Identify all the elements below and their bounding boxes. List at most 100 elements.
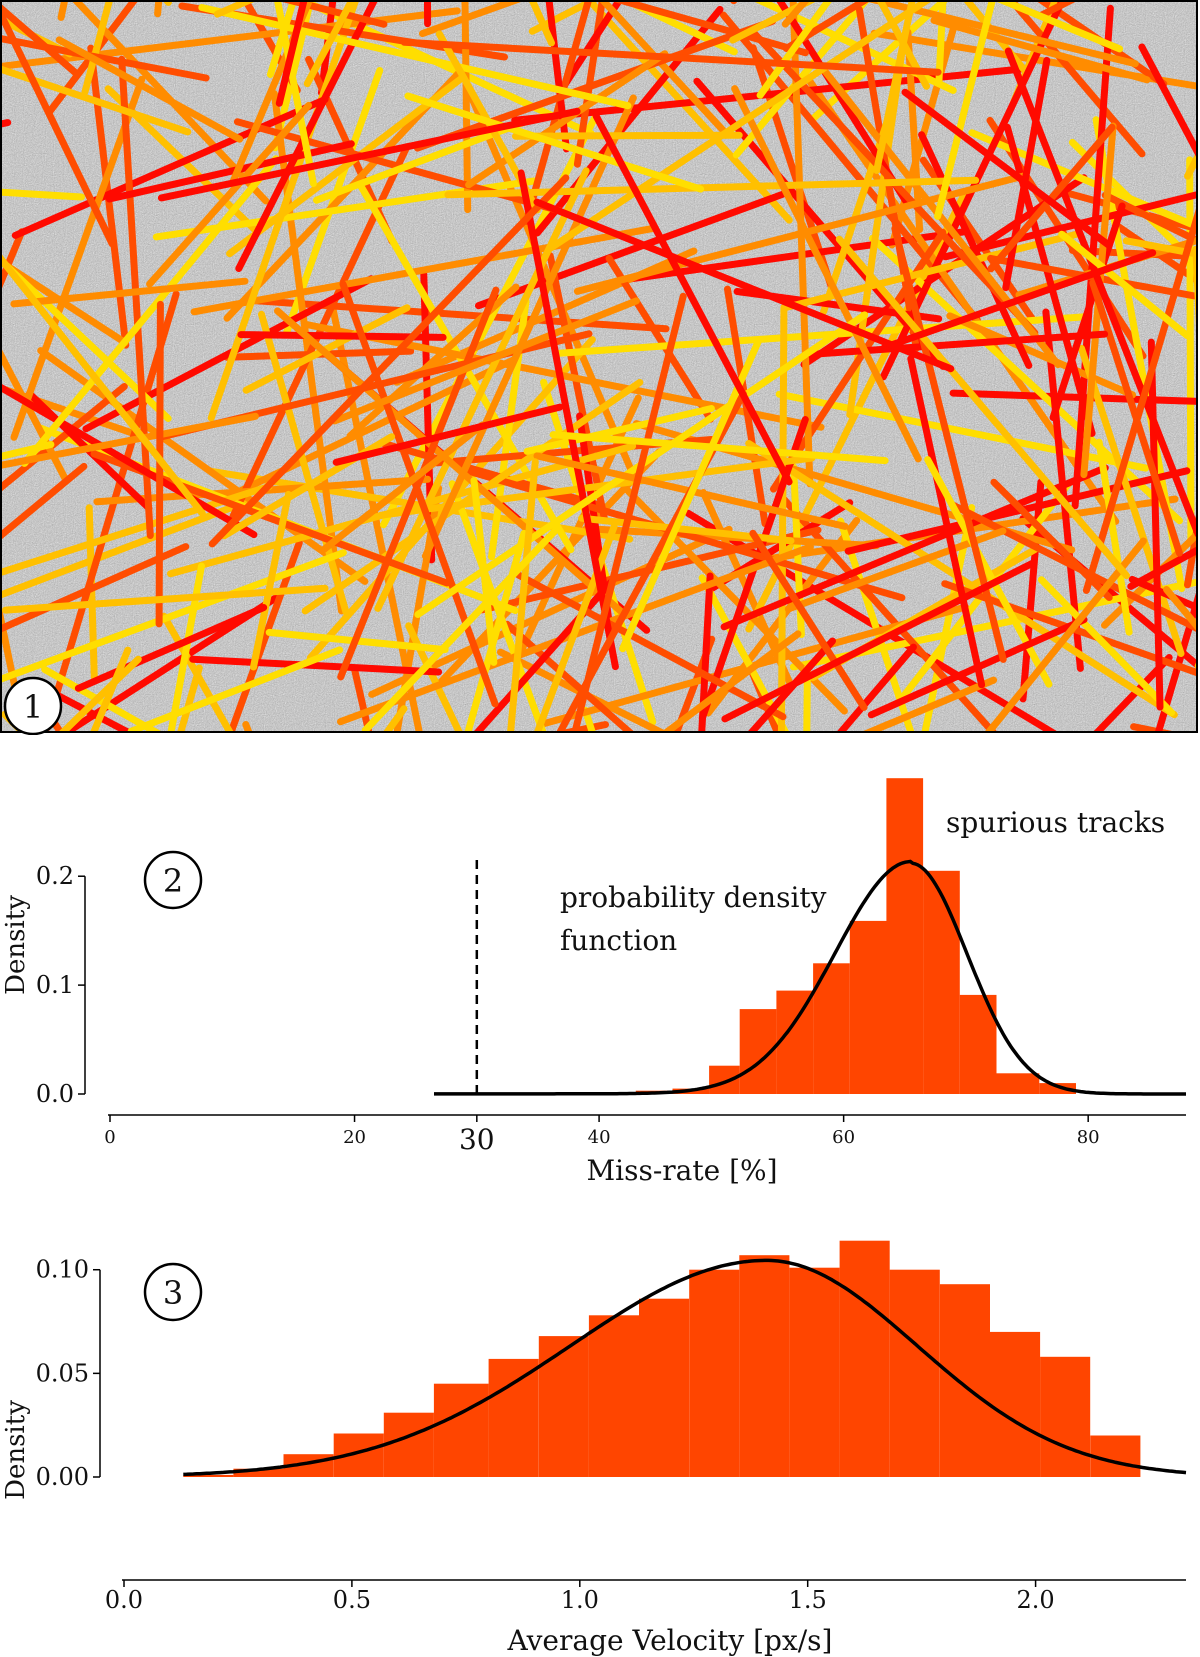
y-axis-label: Density bbox=[1, 895, 31, 995]
track-line bbox=[497, 648, 671, 733]
annotation-pdf: probability density function bbox=[560, 881, 835, 957]
y-tick-label: 0.2 bbox=[36, 862, 74, 890]
track-line bbox=[1127, 545, 1198, 590]
track-line bbox=[242, 304, 411, 394]
histogram-bar bbox=[889, 1269, 940, 1477]
histogram-bar bbox=[538, 1336, 589, 1477]
track-line bbox=[208, 174, 570, 548]
track-line bbox=[0, 252, 206, 517]
histogram-bar bbox=[488, 1358, 539, 1477]
track-line bbox=[1049, 202, 1126, 421]
track-line bbox=[0, 188, 85, 201]
x-tick-label: 0.0 bbox=[105, 1586, 143, 1614]
x-tick-label: 1.0 bbox=[561, 1586, 599, 1614]
track-line bbox=[11, 95, 329, 239]
track-line bbox=[549, 431, 889, 465]
histogram-bar bbox=[383, 1412, 434, 1477]
track-line bbox=[1138, 43, 1198, 161]
track-line bbox=[82, 275, 375, 433]
track-line bbox=[227, 539, 303, 733]
histogram-bar bbox=[886, 778, 924, 1094]
track-line bbox=[274, 0, 388, 28]
histogram-bar bbox=[588, 1315, 639, 1477]
track-line bbox=[873, 0, 916, 174]
track-line bbox=[190, 225, 657, 316]
track-line bbox=[229, 143, 411, 520]
track-line bbox=[313, 118, 528, 204]
annotation-spurious-tracks: spurious tracks bbox=[946, 806, 1165, 839]
track-line bbox=[941, 580, 1198, 677]
track-line bbox=[858, 676, 998, 733]
histogram-bar bbox=[776, 990, 814, 1094]
track-line bbox=[0, 549, 347, 683]
histogram-bar bbox=[689, 1269, 740, 1477]
track-line bbox=[465, 50, 669, 189]
track-line bbox=[835, 643, 917, 733]
track-line bbox=[606, 0, 809, 57]
histogram-bar bbox=[739, 1255, 790, 1477]
histogram-bar bbox=[839, 1240, 890, 1477]
track-line bbox=[377, 454, 816, 519]
track-line bbox=[1004, 47, 1198, 538]
track-line bbox=[444, 176, 980, 199]
track-line bbox=[721, 560, 1036, 723]
track-line bbox=[28, 678, 138, 733]
velocity-histogram: 0.0 0.5 1.0 1.5 2.0 0.00 0.05 0.10 3 Average Ve… bbox=[1, 1240, 1187, 1657]
track-line bbox=[918, 131, 1033, 369]
track-line bbox=[414, 17, 777, 152]
track-line bbox=[805, 76, 1120, 525]
chart-badge-label: 2 bbox=[163, 862, 183, 900]
track-line bbox=[400, 38, 942, 76]
x-tick-label: 60 bbox=[832, 1127, 855, 1148]
track-line bbox=[41, 290, 180, 733]
track-line bbox=[85, 504, 98, 681]
track-line bbox=[617, 0, 738, 56]
track-line bbox=[258, 310, 350, 616]
track-line bbox=[698, 574, 790, 733]
track-line bbox=[0, 2, 81, 78]
track-line bbox=[74, 604, 268, 692]
track-line bbox=[512, 131, 743, 140]
track-line bbox=[1037, 576, 1176, 717]
track-line bbox=[2, 584, 329, 614]
track-line bbox=[844, 467, 1191, 555]
track-line bbox=[421, 94, 637, 560]
track-line bbox=[904, 28, 924, 233]
x-tick-label: 30 bbox=[459, 1123, 495, 1156]
track-line bbox=[59, 594, 280, 733]
track-line bbox=[461, 0, 472, 214]
track-line bbox=[528, 0, 602, 35]
track-line bbox=[992, 0, 1124, 53]
track-line bbox=[321, 421, 486, 553]
track-line bbox=[523, 405, 715, 455]
track-line bbox=[0, 345, 69, 482]
track-line bbox=[21, 155, 280, 467]
y-axis-label: Density bbox=[1, 1400, 31, 1500]
track-line bbox=[332, 403, 564, 466]
pdf-curve bbox=[183, 1258, 1187, 1477]
track-line bbox=[393, 484, 443, 733]
track-line bbox=[1095, 438, 1133, 636]
track-line bbox=[837, 517, 915, 733]
track-line bbox=[507, 458, 539, 733]
track-line bbox=[0, 65, 192, 136]
histogram-bar bbox=[183, 1474, 234, 1477]
histogram-bar bbox=[789, 1267, 840, 1477]
track-line bbox=[533, 5, 724, 237]
track-line bbox=[361, 524, 562, 733]
track-line bbox=[597, 0, 727, 134]
histogram-bar bbox=[996, 1073, 1040, 1094]
pdf-curve bbox=[434, 859, 1186, 1096]
chart-badge-label: 3 bbox=[163, 1274, 183, 1312]
track-line bbox=[777, 492, 999, 733]
histogram-bar bbox=[849, 920, 887, 1094]
track-line bbox=[605, 254, 714, 423]
track-line bbox=[10, 75, 146, 441]
track-line bbox=[271, 0, 315, 152]
x-tick-label: 20 bbox=[343, 1127, 366, 1148]
track-line bbox=[160, 612, 235, 733]
track-line bbox=[423, 0, 432, 28]
track-line bbox=[0, 462, 88, 541]
track-line bbox=[1078, 344, 1185, 657]
track-line bbox=[503, 620, 636, 733]
